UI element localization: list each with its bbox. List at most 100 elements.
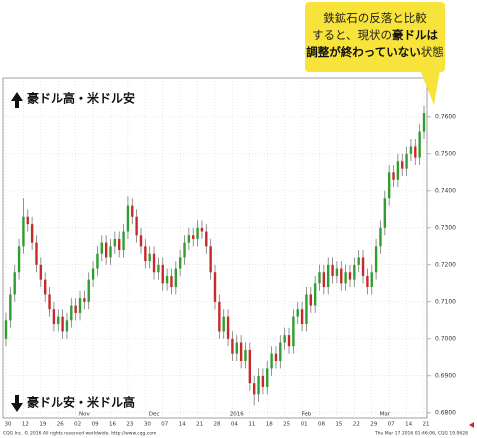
x-tick-label: 07 (388, 422, 395, 428)
candle-body (39, 264, 43, 280)
candle-body (43, 279, 47, 295)
candle-body (226, 316, 230, 339)
candle-body (322, 272, 326, 288)
candle-body (283, 335, 286, 343)
candle-body (248, 349, 252, 384)
candle-body (344, 272, 347, 284)
candle-body (178, 257, 182, 269)
candle-body (409, 146, 413, 154)
candle-body (387, 172, 391, 199)
callout-text: 鉄鉱石の反落と比較 (323, 11, 427, 25)
candle-body (183, 242, 186, 258)
x-tick-label: 25 (283, 422, 290, 428)
candle-body (414, 146, 417, 158)
candle-body (305, 294, 308, 325)
x-tick-label: 30 (5, 422, 12, 428)
candle-body (266, 368, 269, 387)
candle-body (392, 172, 395, 180)
y-tick-label: 0.6900 (435, 372, 456, 379)
candle-body (370, 272, 373, 288)
candle-body (357, 257, 360, 265)
candle-body (401, 161, 404, 169)
candle-body (313, 283, 317, 306)
candle-body (109, 246, 112, 258)
y-tick-label: 0.6800 (435, 409, 456, 416)
y-tick-label: 0.7500 (435, 150, 456, 157)
candle-body (96, 253, 99, 269)
candle-body (192, 235, 195, 239)
x-tick-label: 16 (109, 422, 116, 428)
y-tick-label: 0.7400 (435, 187, 456, 194)
candle-body (327, 264, 330, 288)
candle-body (361, 257, 365, 276)
x-tick-label: 02 (74, 422, 81, 428)
candle-body (300, 309, 304, 325)
x-tick-label: 07 (161, 422, 168, 428)
x-tick-label: 08 (318, 422, 325, 428)
candle-body (279, 342, 282, 362)
candle-body (26, 216, 29, 225)
x-tick-label: 21 (423, 422, 430, 428)
scroll-icon (469, 422, 474, 428)
candle-body (213, 272, 217, 302)
candle-body (30, 224, 34, 243)
candle-body (131, 205, 134, 217)
candle-body (287, 335, 291, 347)
candle-body (9, 294, 12, 321)
candle-body (340, 268, 343, 284)
x-tick-label: 21 (196, 422, 203, 428)
candle-body (74, 305, 77, 313)
candle-body (239, 342, 243, 362)
candle-body (187, 235, 191, 243)
callout-text: 状態 (420, 45, 444, 59)
candle-body (374, 246, 378, 273)
x-tick-label: 28 (214, 422, 221, 428)
candle-body (270, 353, 273, 369)
candle-body (296, 309, 299, 317)
candle-body (139, 235, 143, 247)
candle-body (22, 216, 25, 247)
candle-body (292, 316, 295, 347)
callout-line: 調整が終わっていない状態 (305, 44, 445, 61)
candle-body (65, 320, 69, 332)
candle-body (135, 216, 138, 236)
candle-body (126, 205, 130, 232)
candle-body (383, 198, 387, 228)
candle-body (144, 246, 147, 262)
candle-body (274, 353, 278, 362)
candle-body (61, 316, 64, 332)
down-arrow (11, 395, 23, 412)
candle-body (118, 238, 121, 251)
x-tick-label: 14 (179, 422, 186, 428)
x-tick-label: 12 (22, 422, 29, 428)
callout-text: 調整が終わっていない (306, 45, 421, 59)
x-tick-label: 29 (370, 422, 377, 428)
candle-body (78, 298, 82, 313)
footer-right: Thu Mar 17 2016 01:46:06, CQG 19.0628 (374, 431, 468, 437)
candle-body (157, 264, 160, 273)
y-tick-label: 0.7600 (435, 113, 456, 120)
footer-left: CQG Inc. © 2016 All rights reserved worl… (3, 430, 156, 437)
candle-body (148, 253, 151, 262)
candle-body (396, 161, 400, 180)
x-tick-label: 22 (353, 422, 360, 428)
annotation-up: 豪ドル高・米ドル安 (27, 91, 135, 106)
x-tick-label: 01 (301, 422, 308, 428)
candle-body (70, 305, 73, 321)
candle-body (196, 227, 199, 239)
candle-body (418, 131, 421, 158)
y-tick-label: 0.7100 (435, 298, 456, 305)
candle-body (348, 272, 352, 280)
candle-body (379, 227, 382, 247)
y-tick-label: 0.7200 (435, 261, 456, 268)
x-tick-label: 15 (335, 422, 342, 428)
candle-body (309, 294, 312, 306)
candle-body (52, 309, 56, 325)
candle-body (366, 275, 369, 288)
x-tick-label: 26 (57, 422, 64, 428)
x-tick-label: 14 (405, 422, 412, 428)
candle-body (205, 231, 208, 247)
candle-body (91, 268, 95, 280)
callout-line: 鉄鉱石の反落と比較 (305, 10, 445, 27)
